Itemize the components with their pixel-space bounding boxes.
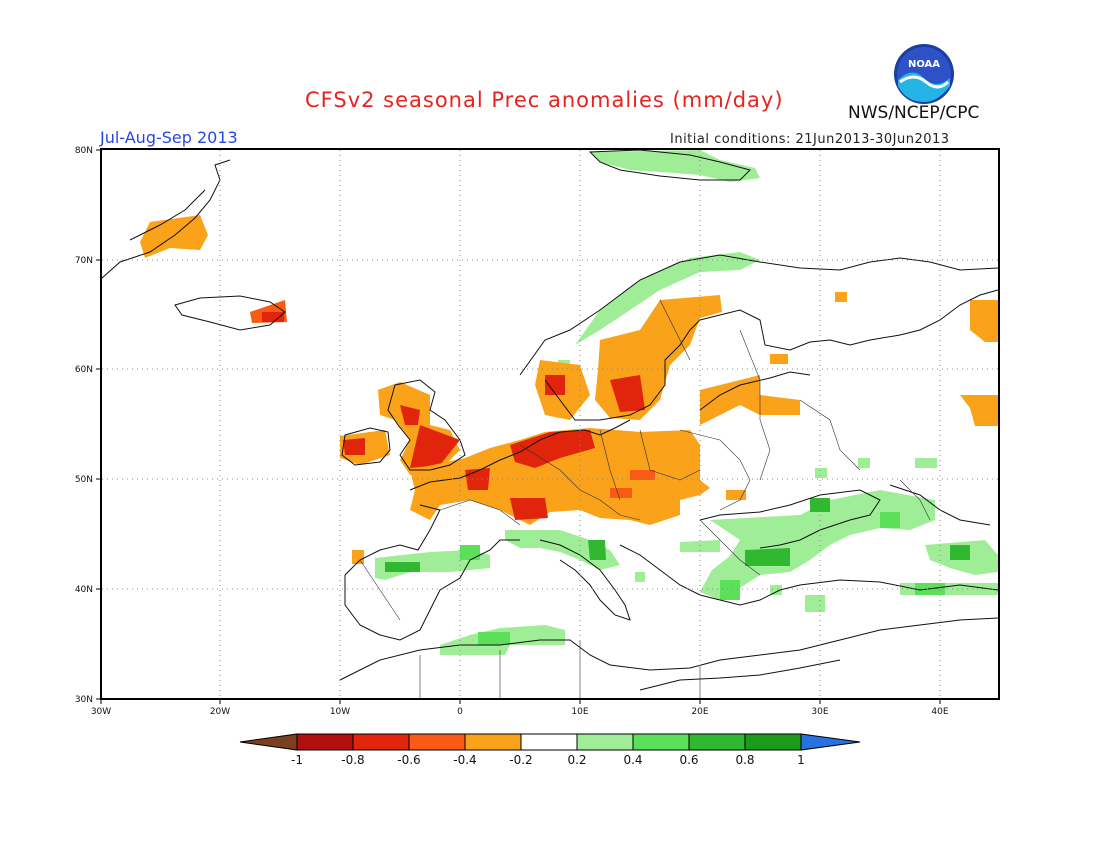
initial-conditions-label: Initial conditions: 21Jun2013-30Jun2013 bbox=[670, 132, 950, 147]
lat-tick-label: 40N bbox=[75, 585, 93, 595]
chart-title: CFSv2 seasonal Prec anomalies (mm/day) bbox=[305, 88, 784, 112]
colorbar-swatch bbox=[296, 733, 354, 751]
patch-balkans bbox=[700, 490, 935, 600]
colorbar-label: -0.8 bbox=[341, 753, 364, 767]
patch-svalbard bbox=[590, 150, 760, 182]
lon-tick-label: 10W bbox=[330, 707, 350, 717]
lat-tick-label: 50N bbox=[75, 475, 93, 485]
lon-tick-label: 20W bbox=[210, 707, 230, 717]
colorbar-swatch bbox=[688, 733, 746, 751]
lat-tick-label: 60N bbox=[75, 365, 93, 375]
map-frame bbox=[100, 148, 1000, 700]
coastlines bbox=[101, 149, 999, 691]
lat-tick-label: 30N bbox=[75, 695, 93, 705]
colorbar-label: 0.6 bbox=[679, 753, 698, 767]
colorbar-label: 0.2 bbox=[567, 753, 586, 767]
agency-label: NWS/NCEP/CPC bbox=[848, 103, 980, 123]
colorbar-label: 0.8 bbox=[735, 753, 754, 767]
colorbar-swatch bbox=[408, 733, 466, 751]
lat-tick-label: 80N bbox=[75, 146, 93, 156]
lon-tick-label: 30W bbox=[91, 707, 111, 717]
colorbar-swatch bbox=[632, 733, 690, 751]
patch-norway bbox=[575, 252, 760, 345]
patch-central-europe bbox=[410, 428, 710, 525]
colorbar bbox=[239, 733, 861, 751]
lon-tick-label: 30E bbox=[811, 707, 828, 717]
season-label: Jul-Aug-Sep 2013 bbox=[100, 128, 238, 147]
gridlines bbox=[102, 150, 998, 698]
lon-tick-label: 10E bbox=[571, 707, 588, 717]
lon-tick-label: 0 bbox=[457, 707, 463, 717]
colorbar-label: -0.2 bbox=[509, 753, 532, 767]
colorbar-label: -1 bbox=[291, 753, 303, 767]
lon-tick-label: 20E bbox=[691, 707, 708, 717]
colorbar-swatch bbox=[239, 733, 298, 751]
colorbar-swatch bbox=[576, 733, 634, 751]
colorbar-label: -0.4 bbox=[453, 753, 476, 767]
lat-tick-label: 70N bbox=[75, 256, 93, 266]
colorbar-swatch bbox=[520, 733, 578, 751]
patch-baltic bbox=[700, 375, 800, 425]
colorbar-swatch bbox=[352, 733, 410, 751]
anomaly-patches bbox=[140, 150, 998, 655]
colorbar-swatch bbox=[744, 733, 802, 751]
noaa-logo-icon: NOAA bbox=[894, 44, 954, 104]
colorbar-label: -0.6 bbox=[397, 753, 420, 767]
colorbar-swatch bbox=[800, 733, 861, 751]
colorbar-label: 0.4 bbox=[623, 753, 642, 767]
colorbar-label: 1 bbox=[797, 753, 805, 767]
colorbar-swatch bbox=[464, 733, 522, 751]
lon-tick-label: 40E bbox=[931, 707, 948, 717]
logo-text: NOAA bbox=[908, 59, 940, 70]
